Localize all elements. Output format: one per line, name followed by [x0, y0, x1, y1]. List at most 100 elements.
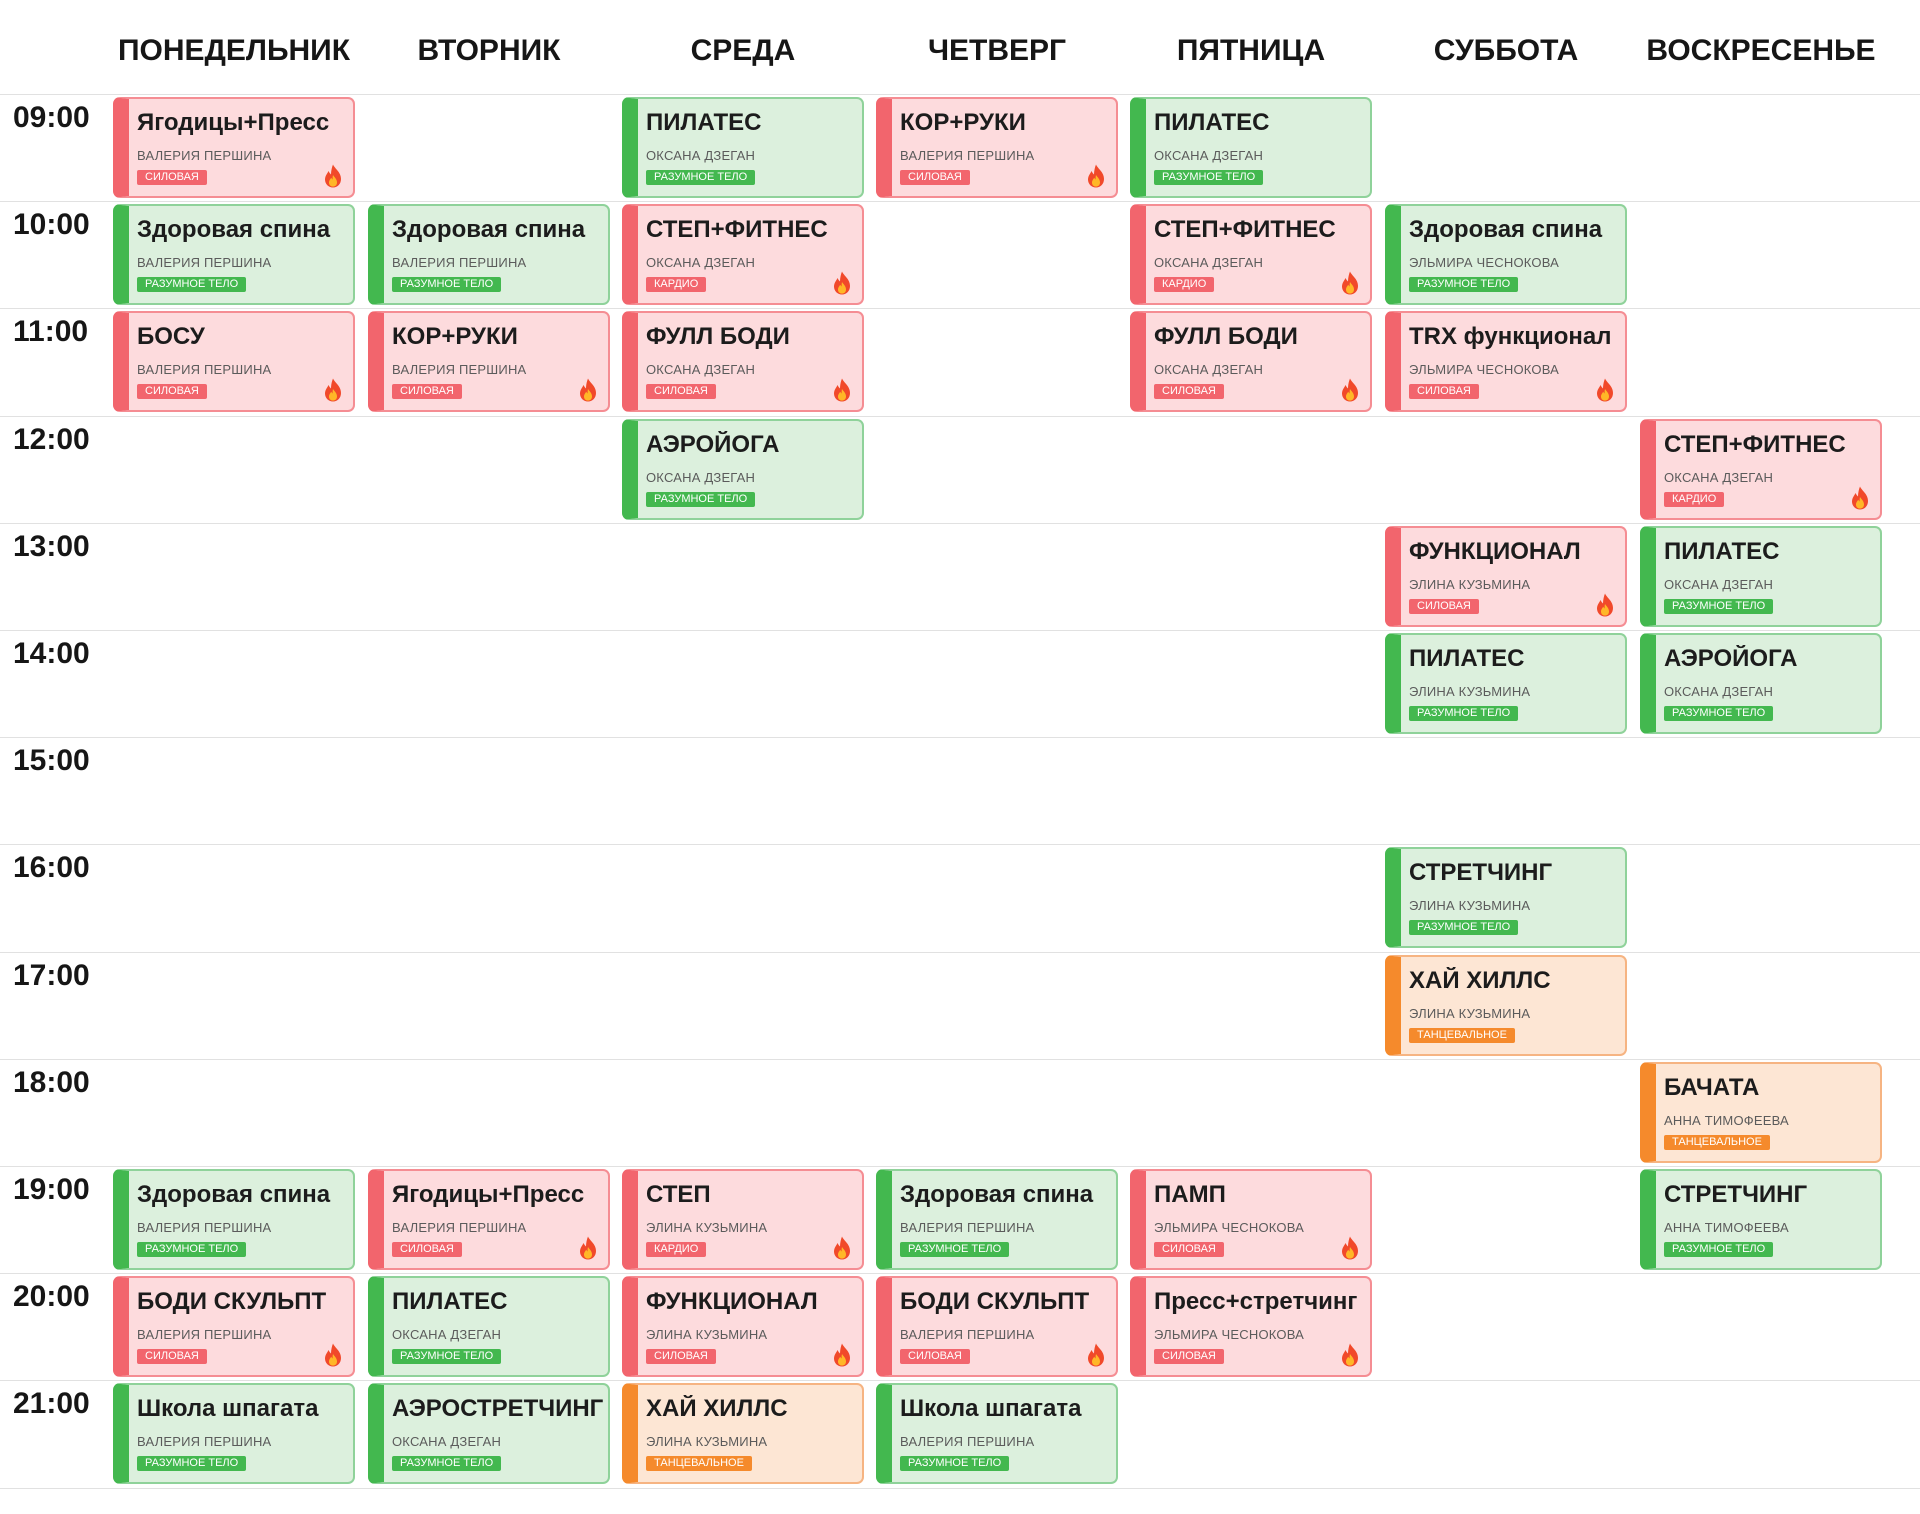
class-card[interactable]: Ягодицы+Пресс ВАЛЕРИЯ ПЕРШИНА СИЛОВАЯ: [368, 1169, 610, 1270]
time-label: 17:00: [13, 959, 90, 992]
trainer-name: ВАЛЕРИЯ ПЕРШИНА: [137, 148, 272, 163]
class-card[interactable]: СТЕП+ФИТНЕС ОКСАНА ДЗЕГАН КАРДИО: [622, 204, 864, 305]
class-card[interactable]: АЭРОЙОГА ОКСАНА ДЗЕГАН РАЗУМНОЕ ТЕЛО: [1640, 633, 1882, 734]
fire-icon: [1597, 378, 1613, 402]
class-card[interactable]: БОДИ СКУЛЬПТ ВАЛЕРИЯ ПЕРШИНА СИЛОВАЯ: [113, 1276, 355, 1377]
time-label: 16:00: [13, 851, 90, 884]
class-card[interactable]: Здоровая спина ВАЛЕРИЯ ПЕРШИНА РАЗУМНОЕ ТЕ…: [113, 204, 355, 305]
class-card[interactable]: ХАЙ ХИЛЛС ЭЛИНА КУЗЬМИНА ТАНЦЕВАЛЬНОЕ: [1385, 955, 1627, 1056]
category-badge: СИЛОВАЯ: [1154, 1242, 1224, 1257]
trainer-name: ВАЛЕРИЯ ПЕРШИНА: [392, 1220, 527, 1235]
category-badge: СИЛОВАЯ: [137, 1349, 207, 1364]
class-title: ХАЙ ХИЛЛС: [646, 1395, 788, 1422]
class-title: АЭРОЙОГА: [646, 431, 780, 458]
fire-icon: [325, 1343, 341, 1367]
class-card[interactable]: ПИЛАТЕС ЭЛИНА КУЗЬМИНА РАЗУМНОЕ ТЕЛО: [1385, 633, 1627, 734]
class-card[interactable]: Здоровая спина ВАЛЕРИЯ ПЕРШИНА РАЗУМНОЕ ТЕ…: [113, 1169, 355, 1270]
class-title: БОДИ СКУЛЬПТ: [137, 1288, 327, 1315]
class-card[interactable]: БАЧАТА АННА ТИМОФЕЕВА ТАНЦЕВАЛЬНОЕ: [1640, 1062, 1882, 1163]
class-card[interactable]: ФУЛЛ БОДИ ОКСАНА ДЗЕГАН СИЛОВАЯ: [1130, 311, 1372, 412]
category-badge: КАРДИО: [646, 277, 707, 292]
category-badge: РАЗУМНОЕ ТЕЛО: [1409, 920, 1519, 935]
trainer-name: АННА ТИМОФЕЕВА: [1664, 1113, 1789, 1128]
class-title: TRX функционал: [1409, 323, 1612, 350]
category-badge: РАЗУМНОЕ ТЕЛО: [1409, 706, 1519, 721]
class-card[interactable]: Школа шпагата ВАЛЕРИЯ ПЕРШИНА РАЗУМНОЕ ТЕЛ…: [876, 1383, 1118, 1484]
class-card[interactable]: КОР+РУКИ ВАЛЕРИЯ ПЕРШИНА СИЛОВАЯ: [368, 311, 610, 412]
category-badge: РАЗУМНОЕ ТЕЛО: [1664, 1242, 1774, 1257]
time-label: 19:00: [13, 1173, 90, 1206]
row-divider: [0, 844, 1920, 845]
class-card[interactable]: БОДИ СКУЛЬПТ ВАЛЕРИЯ ПЕРШИНА СИЛОВАЯ: [876, 1276, 1118, 1377]
class-card[interactable]: Здоровая спина ЭЛЬМИРА ЧЕСНОКОВА РАЗУМНОЕ …: [1385, 204, 1627, 305]
class-card[interactable]: СТЕП ЭЛИНА КУЗЬМИНА КАРДИО: [622, 1169, 864, 1270]
class-card[interactable]: СТРЕТЧИНГ АННА ТИМОФЕЕВА РАЗУМНОЕ ТЕЛО: [1640, 1169, 1882, 1270]
class-card[interactable]: ФУНКЦИОНАЛ ЭЛИНА КУЗЬМИНА СИЛОВАЯ: [1385, 526, 1627, 627]
trainer-name: ВАЛЕРИЯ ПЕРШИНА: [137, 362, 272, 377]
class-card[interactable]: Школа шпагата ВАЛЕРИЯ ПЕРШИНА РАЗУМНОЕ ТЕЛ…: [113, 1383, 355, 1484]
class-card[interactable]: СТЕП+ФИТНЕС ОКСАНА ДЗЕГАН КАРДИО: [1130, 204, 1372, 305]
class-title: ПАМП: [1154, 1181, 1226, 1208]
row-divider: [0, 630, 1920, 631]
class-card[interactable]: ПИЛАТЕС ОКСАНА ДЗЕГАН РАЗУМНОЕ ТЕЛО: [1130, 97, 1372, 198]
class-title: АЭРОСТРЕТЧИНГ: [392, 1395, 604, 1422]
class-title: КОР+РУКИ: [392, 323, 518, 350]
day-header-fri: ПЯТНИЦА: [1176, 34, 1326, 67]
category-badge: СИЛОВАЯ: [900, 1349, 970, 1364]
time-label: 12:00: [13, 423, 90, 456]
class-card[interactable]: ФУНКЦИОНАЛ ЭЛИНА КУЗЬМИНА СИЛОВАЯ: [622, 1276, 864, 1377]
category-badge: РАЗУМНОЕ ТЕЛО: [646, 492, 756, 507]
row-divider: [0, 416, 1920, 417]
class-card[interactable]: ПИЛАТЕС ОКСАНА ДЗЕГАН РАЗУМНОЕ ТЕЛО: [1640, 526, 1882, 627]
trainer-name: ВАЛЕРИЯ ПЕРШИНА: [137, 1434, 272, 1449]
category-badge: ТАНЦЕВАЛЬНОЕ: [1409, 1028, 1515, 1043]
class-card[interactable]: БОСУ ВАЛЕРИЯ ПЕРШИНА СИЛОВАЯ: [113, 311, 355, 412]
category-badge: РАЗУМНОЕ ТЕЛО: [900, 1456, 1010, 1471]
category-badge: КАРДИО: [646, 1242, 707, 1257]
class-card[interactable]: АЭРОСТРЕТЧИНГ ОКСАНА ДЗЕГАН РАЗУМНОЕ ТЕЛО: [368, 1383, 610, 1484]
trainer-name: ЭЛИНА КУЗЬМИНА: [1409, 898, 1531, 913]
category-badge: СИЛОВАЯ: [1409, 384, 1479, 399]
class-card[interactable]: ФУЛЛ БОДИ ОКСАНА ДЗЕГАН СИЛОВАЯ: [622, 311, 864, 412]
trainer-name: ВАЛЕРИЯ ПЕРШИНА: [137, 255, 272, 270]
fire-icon: [1852, 486, 1868, 510]
class-card[interactable]: АЭРОЙОГА ОКСАНА ДЗЕГАН РАЗУМНОЕ ТЕЛО: [622, 419, 864, 520]
class-card[interactable]: СТЕП+ФИТНЕС ОКСАНА ДЗЕГАН КАРДИО: [1640, 419, 1882, 520]
category-badge: СИЛОВАЯ: [392, 1242, 462, 1257]
trainer-name: ОКСАНА ДЗЕГАН: [1154, 362, 1264, 377]
fire-icon: [834, 271, 850, 295]
class-card[interactable]: КОР+РУКИ ВАЛЕРИЯ ПЕРШИНА СИЛОВАЯ: [876, 97, 1118, 198]
category-badge: КАРДИО: [1154, 277, 1215, 292]
trainer-name: ОКСАНА ДЗЕГАН: [1154, 148, 1264, 163]
row-divider: [0, 737, 1920, 738]
class-title: Здоровая спина: [137, 216, 331, 243]
category-badge: РАЗУМНОЕ ТЕЛО: [1154, 170, 1264, 185]
trainer-name: ЭЛИНА КУЗЬМИНА: [646, 1327, 768, 1342]
class-card[interactable]: ПАМП ЭЛЬМИРА ЧЕСНОКОВА СИЛОВАЯ: [1130, 1169, 1372, 1270]
class-card[interactable]: ПИЛАТЕС ОКСАНА ДЗЕГАН РАЗУМНОЕ ТЕЛО: [368, 1276, 610, 1377]
trainer-name: ЭЛЬМИРА ЧЕСНОКОВА: [1409, 255, 1560, 270]
category-badge: СИЛОВАЯ: [392, 384, 462, 399]
class-card[interactable]: Ягодицы+Пресс ВАЛЕРИЯ ПЕРШИНА СИЛОВАЯ: [113, 97, 355, 198]
class-title: ФУНКЦИОНАЛ: [646, 1288, 818, 1315]
class-title: БАЧАТА: [1664, 1074, 1760, 1101]
trainer-name: ОКСАНА ДЗЕГАН: [646, 255, 756, 270]
class-card[interactable]: ХАЙ ХИЛЛС ЭЛИНА КУЗЬМИНА ТАНЦЕВАЛЬНОЕ: [622, 1383, 864, 1484]
category-badge: СИЛОВАЯ: [1154, 384, 1224, 399]
class-title: Школа шпагата: [900, 1395, 1082, 1422]
time-label: 11:00: [13, 315, 89, 348]
class-title: ФУЛЛ БОДИ: [646, 323, 790, 350]
class-card[interactable]: Здоровая спина ВАЛЕРИЯ ПЕРШИНА РАЗУМНОЕ ТЕ…: [876, 1169, 1118, 1270]
time-label: 20:00: [13, 1280, 90, 1313]
class-card[interactable]: TRX функционал ЭЛЬМИРА ЧЕСНОКОВА СИЛОВАЯ: [1385, 311, 1627, 412]
trainer-name: ОКСАНА ДЗЕГАН: [646, 148, 756, 163]
class-card[interactable]: Здоровая спина ВАЛЕРИЯ ПЕРШИНА РАЗУМНОЕ ТЕ…: [368, 204, 610, 305]
class-card[interactable]: СТРЕТЧИНГ ЭЛИНА КУЗЬМИНА РАЗУМНОЕ ТЕЛО: [1385, 847, 1627, 948]
fire-icon: [580, 1236, 596, 1260]
trainer-name: ОКСАНА ДЗЕГАН: [1664, 684, 1774, 699]
class-card[interactable]: Пресс+стретчинг ЭЛЬМИРА ЧЕСНОКОВА СИЛОВАЯ: [1130, 1276, 1372, 1377]
class-title: СТЕП+ФИТНЕС: [646, 216, 828, 243]
row-divider: [0, 1273, 1920, 1274]
class-card[interactable]: ПИЛАТЕС ОКСАНА ДЗЕГАН РАЗУМНОЕ ТЕЛО: [622, 97, 864, 198]
trainer-name: ЭЛЬМИРА ЧЕСНОКОВА: [1154, 1327, 1305, 1342]
